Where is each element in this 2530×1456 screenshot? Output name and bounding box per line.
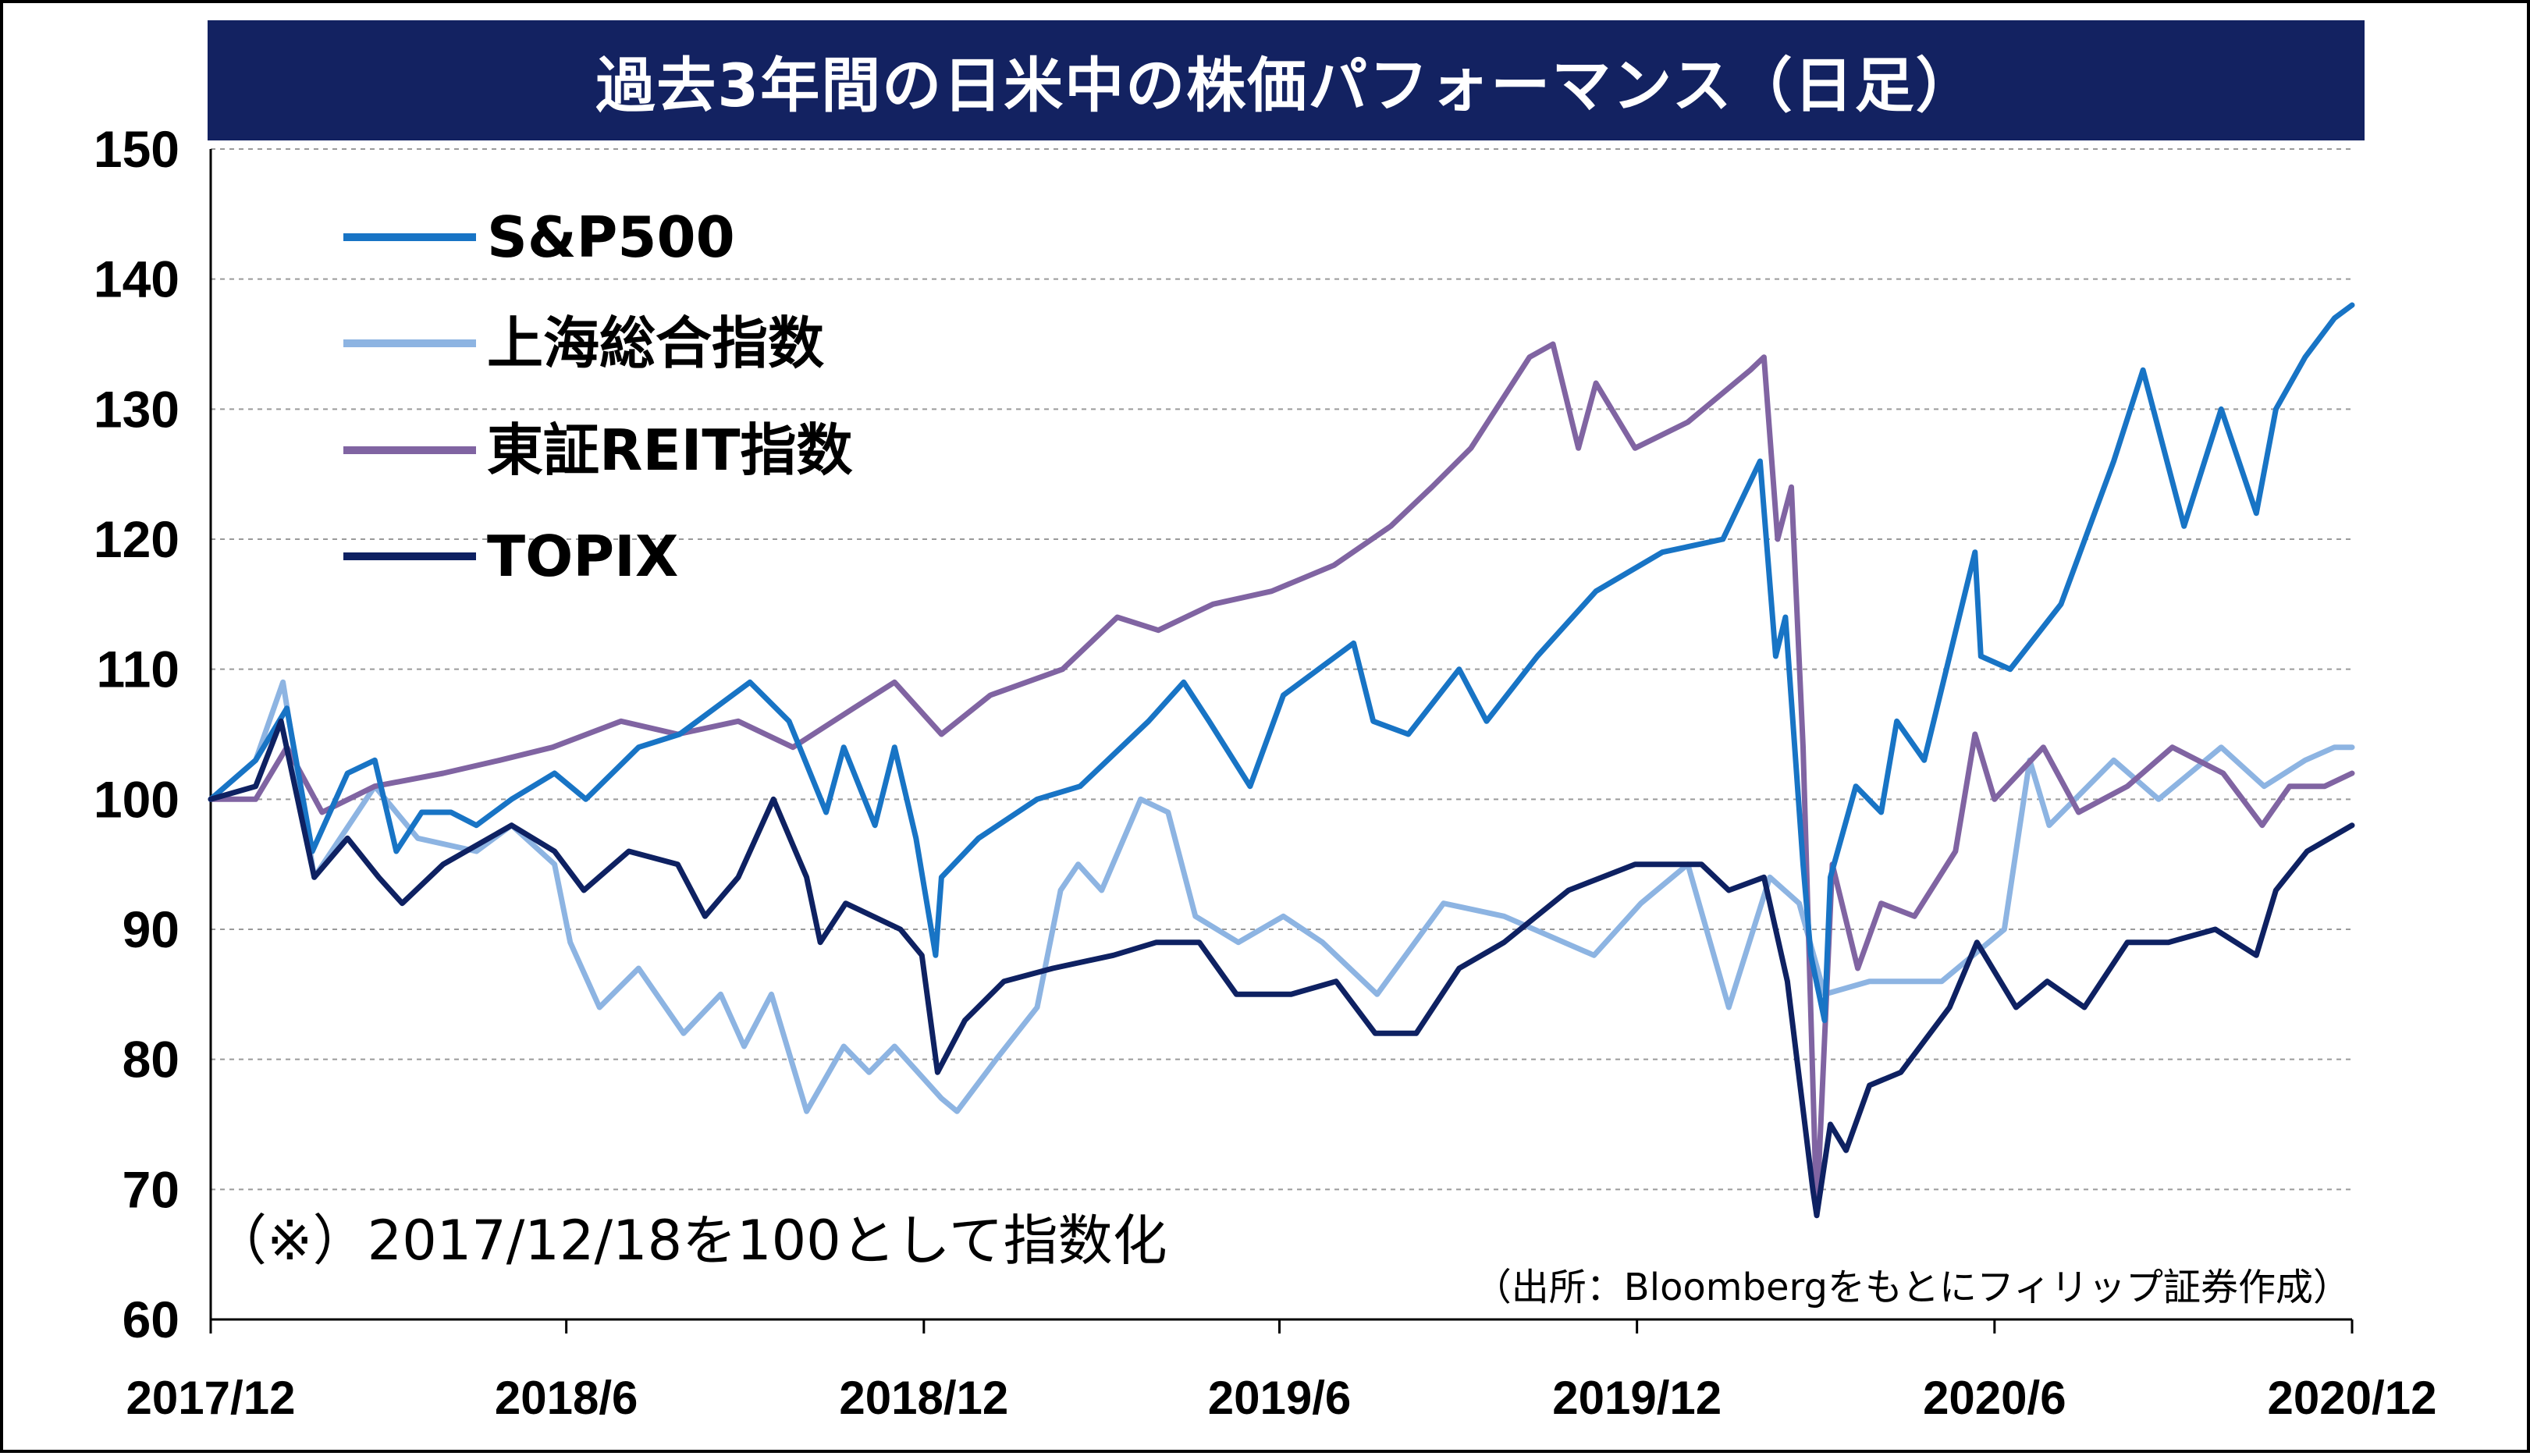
chart-plot: 60 70 80 90 100 110 120 130 140 150 2017/12 2018/6 2… (94, 120, 2437, 1424)
x-tick-label: 2017/12 (126, 1372, 296, 1424)
chart-title: 過去3年間の日米中の株価パフォーマンス（日足） (595, 51, 1977, 120)
series-line (208, 302, 2355, 1024)
y-tick-label: 150 (94, 120, 179, 178)
y-tick-label: 60 (123, 1291, 179, 1348)
series-line (208, 341, 2355, 1219)
y-tick-label: 80 (123, 1031, 179, 1088)
x-tick-label: 2019/6 (1208, 1372, 1352, 1424)
y-tick-label: 120 (94, 510, 179, 568)
series-line (208, 679, 2355, 1114)
x-tick-label: 2019/12 (1552, 1372, 1722, 1424)
chart-note: （※）2017/12/18を100として指数化 (212, 1209, 1167, 1273)
legend-label: 上海総合指数 (487, 311, 824, 376)
chart-source: （出所：Bloombergをもとにフィリップ証券作成） (1474, 1266, 2351, 1309)
y-tick-label: 130 (94, 380, 179, 438)
title-bar: 過去3年間の日米中の株価パフォーマンス（日足） (208, 20, 2365, 140)
legend-label: S&P500 (487, 204, 735, 270)
series-line (208, 718, 2355, 1219)
x-tick-label: 2020/12 (2268, 1372, 2437, 1424)
x-tick-label: 2020/6 (1923, 1372, 2066, 1424)
legend-label: TOPIX (487, 524, 678, 589)
y-tick-label: 140 (94, 250, 179, 308)
y-tick-label: 100 (94, 770, 179, 828)
y-tick-label: 90 (123, 900, 179, 958)
y-tick-label: 110 (97, 641, 179, 698)
legend-label: 東証REIT指数 (487, 417, 853, 483)
x-tick-label: 2018/6 (495, 1372, 638, 1424)
x-tick-label: 2018/12 (839, 1372, 1008, 1424)
y-tick-label: 70 (123, 1160, 179, 1218)
